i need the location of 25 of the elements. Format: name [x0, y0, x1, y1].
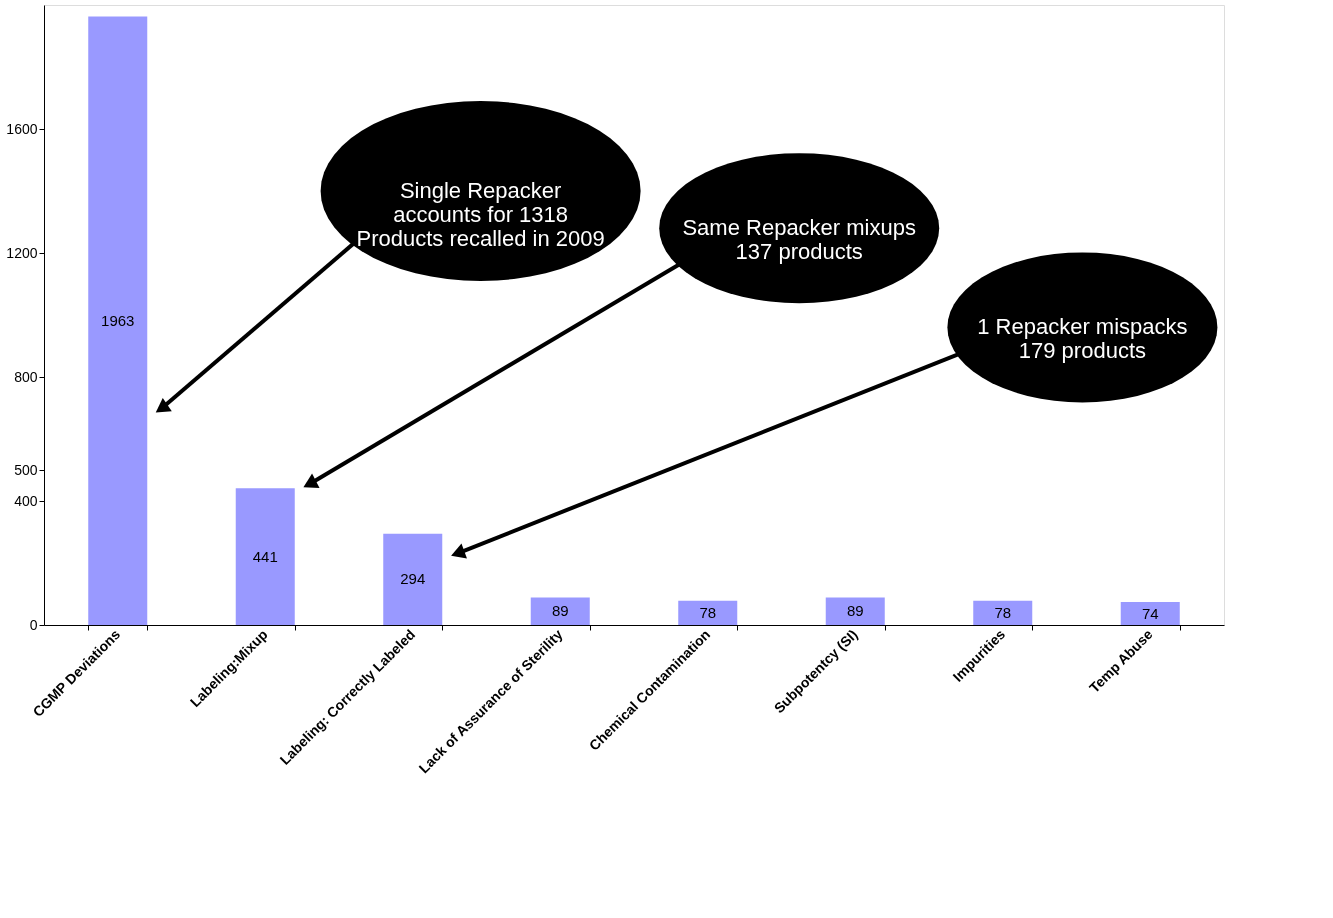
data-label: 441 — [252, 547, 278, 565]
annotation: 1 Repacker mispacks 179 products — [977, 314, 1188, 364]
annotation: Same Repacker mixups 137 products — [682, 215, 916, 265]
bar — [973, 600, 1033, 625]
bar — [825, 597, 885, 625]
data-label: 294 — [400, 570, 426, 588]
annotation: Single Repacker accounts for 1318 Products recalled in 2009 — [356, 178, 605, 251]
data-label: 78 — [699, 603, 717, 621]
y-tick-label: 400 — [14, 492, 38, 509]
y-tick-label: 1600 — [6, 120, 38, 137]
data-label: 89 — [551, 602, 569, 620]
y-tick-label: 1200 — [6, 244, 38, 261]
data-label: 89 — [846, 602, 864, 620]
y-tick-label: 800 — [14, 368, 38, 385]
bar — [530, 597, 590, 625]
bar — [235, 488, 295, 625]
data-label: 78 — [994, 603, 1012, 621]
y-tick-label: 0 — [29, 616, 38, 633]
data-label: 1963 — [101, 311, 135, 329]
bar — [1120, 602, 1180, 625]
bar — [678, 600, 738, 625]
bar — [383, 533, 443, 625]
y-tick-label: 500 — [14, 461, 38, 478]
bar — [88, 16, 148, 625]
data-label: 74 — [1141, 604, 1159, 622]
